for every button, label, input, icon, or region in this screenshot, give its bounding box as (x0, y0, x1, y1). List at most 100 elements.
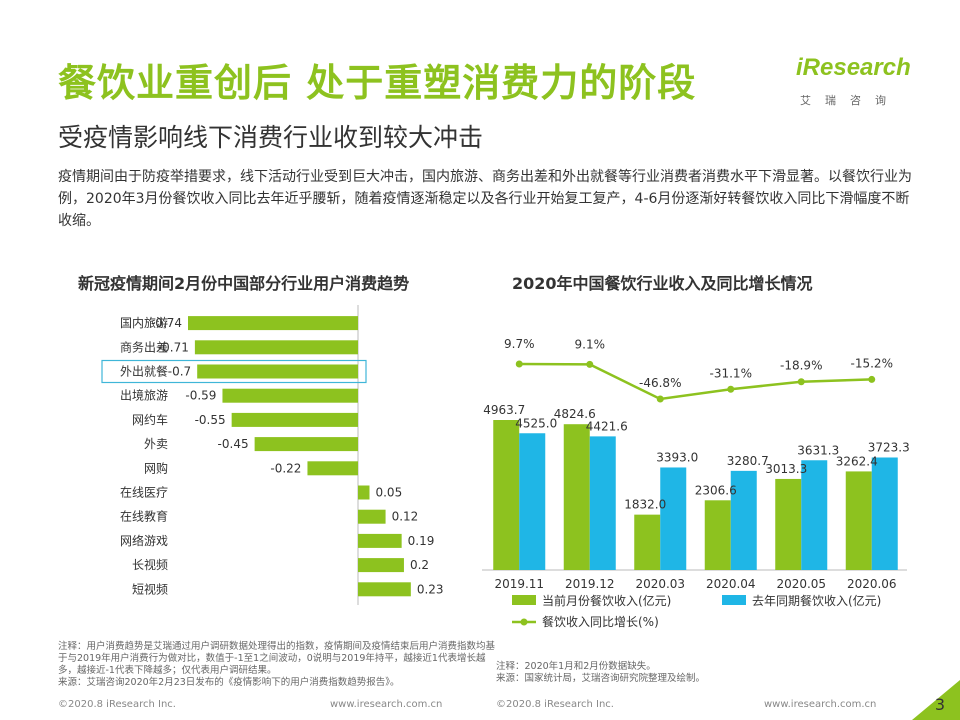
category-label: 国内旅游 (120, 316, 168, 330)
bar-value-label: 2306.6 (695, 483, 737, 497)
growth-point (797, 378, 805, 386)
bar (194, 340, 358, 355)
footer-url-left: www.iresearch.com.cn (330, 699, 443, 710)
bar-current-month (563, 424, 590, 570)
growth-point (727, 385, 735, 393)
bar-last-year (801, 460, 828, 570)
category-label: 外出就餐 (120, 364, 168, 379)
bar-last-year (660, 467, 687, 570)
bar-last-year (871, 457, 898, 570)
logo-leaf-icon (796, 48, 926, 88)
value-label: -0.74 (151, 316, 182, 330)
category-label: 长视频 (132, 557, 168, 572)
category-label: 商务出差 (120, 339, 168, 354)
value-label: -0.22 (270, 461, 301, 475)
bar-value-label: 4525.0 (515, 416, 557, 430)
bar-current-month (845, 471, 872, 570)
bar (222, 388, 358, 403)
value-label: -0.7 (168, 365, 191, 379)
bar-value-label: 3631.3 (797, 443, 839, 457)
legend-label: 餐饮收入同比增长(%) (542, 614, 659, 629)
bar-last-year (730, 470, 757, 570)
growth-label: -31.1% (710, 366, 752, 380)
x-tick-label: 2020.05 (776, 577, 826, 591)
value-label: -0.59 (185, 389, 216, 403)
growth-label: 9.7% (504, 337, 535, 351)
value-label: 0.2 (410, 558, 429, 572)
page-corner: 3 (912, 680, 960, 720)
legend-label: 去年同期餐饮收入(亿元) (752, 593, 881, 608)
value-label: -0.45 (218, 437, 249, 451)
legend-swatch-current (512, 595, 536, 605)
category-label: 外卖 (144, 437, 168, 451)
footer-copyright-left: ©2020.8 iResearch Inc. (58, 699, 176, 710)
page-number: 3 (935, 695, 945, 714)
left-chart-title: 新冠疫情期间2月份中国部分行业用户消费趋势 (78, 274, 410, 293)
bar-last-year (589, 436, 616, 570)
growth-label: 9.1% (575, 337, 606, 351)
bar (358, 509, 386, 524)
growth-line (519, 362, 872, 401)
bar-value-label: 1832.0 (624, 498, 666, 512)
growth-point (515, 360, 523, 368)
growth-label: -18.9% (780, 359, 822, 373)
bar (197, 364, 358, 379)
bar-current-month (775, 478, 802, 570)
bar (358, 558, 404, 573)
category-label: 短视频 (132, 581, 168, 596)
x-tick-label: 2020.03 (635, 577, 685, 591)
x-tick-label: 2020.06 (847, 577, 897, 591)
bar (358, 485, 370, 500)
bar (358, 533, 402, 548)
legend-swatch-last-year (722, 595, 746, 605)
category-label: 出境旅游 (120, 388, 168, 403)
bar (231, 412, 358, 427)
right-chart-note: 注释：2020年1月和2月份数据缺失。 来源：国家统计局，艾瑞咨询研究院整理及绘… (496, 661, 706, 684)
bar (307, 461, 358, 476)
bar-value-label: 4421.6 (586, 419, 628, 433)
page-title: 餐饮业重创后 处于重塑消费力的阶段 (58, 61, 697, 105)
value-label: 0.19 (408, 534, 435, 548)
category-label: 网络游戏 (120, 533, 168, 548)
bar-value-label: 3723.3 (868, 440, 910, 454)
bar (358, 582, 411, 597)
bar-value-label: 3280.7 (727, 454, 769, 468)
value-label: 0.23 (417, 582, 444, 596)
logo-text: iResearch (796, 54, 911, 81)
value-label: -0.71 (158, 340, 189, 354)
bar-value-label: 4824.6 (554, 407, 596, 421)
legend-label: 当前月份餐饮收入(亿元) (542, 593, 671, 608)
growth-point (868, 375, 876, 383)
bar (254, 437, 358, 452)
category-label: 在线教育 (120, 509, 168, 524)
x-tick-label: 2020.04 (706, 577, 756, 591)
bar-value-label: 3262.4 (836, 454, 878, 468)
value-label: 0.12 (392, 510, 419, 524)
legend-marker-growth (520, 618, 528, 626)
bar-value-label: 4963.7 (483, 403, 525, 417)
highlight-box (101, 359, 367, 384)
right-chart-title: 2020年中国餐饮行业收入及同比增长情况 (512, 274, 813, 293)
page-subtitle: 受疫情影响线下消费行业收到较大冲击 (58, 123, 484, 152)
category-label: 在线医疗 (120, 486, 168, 500)
category-label: 网购 (144, 460, 168, 475)
category-label: 网约车 (132, 412, 168, 427)
bar-current-month (634, 514, 661, 570)
x-tick-label: 2019.11 (494, 577, 544, 591)
growth-label: -46.8% (639, 376, 681, 390)
footer-url-right: www.iresearch.com.cn (764, 699, 877, 710)
bar-last-year (519, 433, 546, 570)
bar-value-label: 3013.3 (765, 462, 807, 476)
growth-point (656, 395, 664, 403)
value-label: 0.05 (375, 486, 402, 500)
growth-point (586, 360, 594, 368)
x-tick-label: 2019.12 (565, 577, 615, 591)
corner-triangle-icon (912, 680, 960, 720)
bar-value-label: 3393.0 (656, 450, 698, 464)
bar-current-month (493, 420, 520, 570)
left-chart-note: 注释：用户消费趋势是艾瑞通过用户调研数据处理得出的指数，疫情期间及疫情结束后用户… (58, 641, 496, 688)
footer-copyright-right: ©2020.8 iResearch Inc. (496, 699, 614, 710)
growth-label: -15.2% (851, 356, 893, 370)
